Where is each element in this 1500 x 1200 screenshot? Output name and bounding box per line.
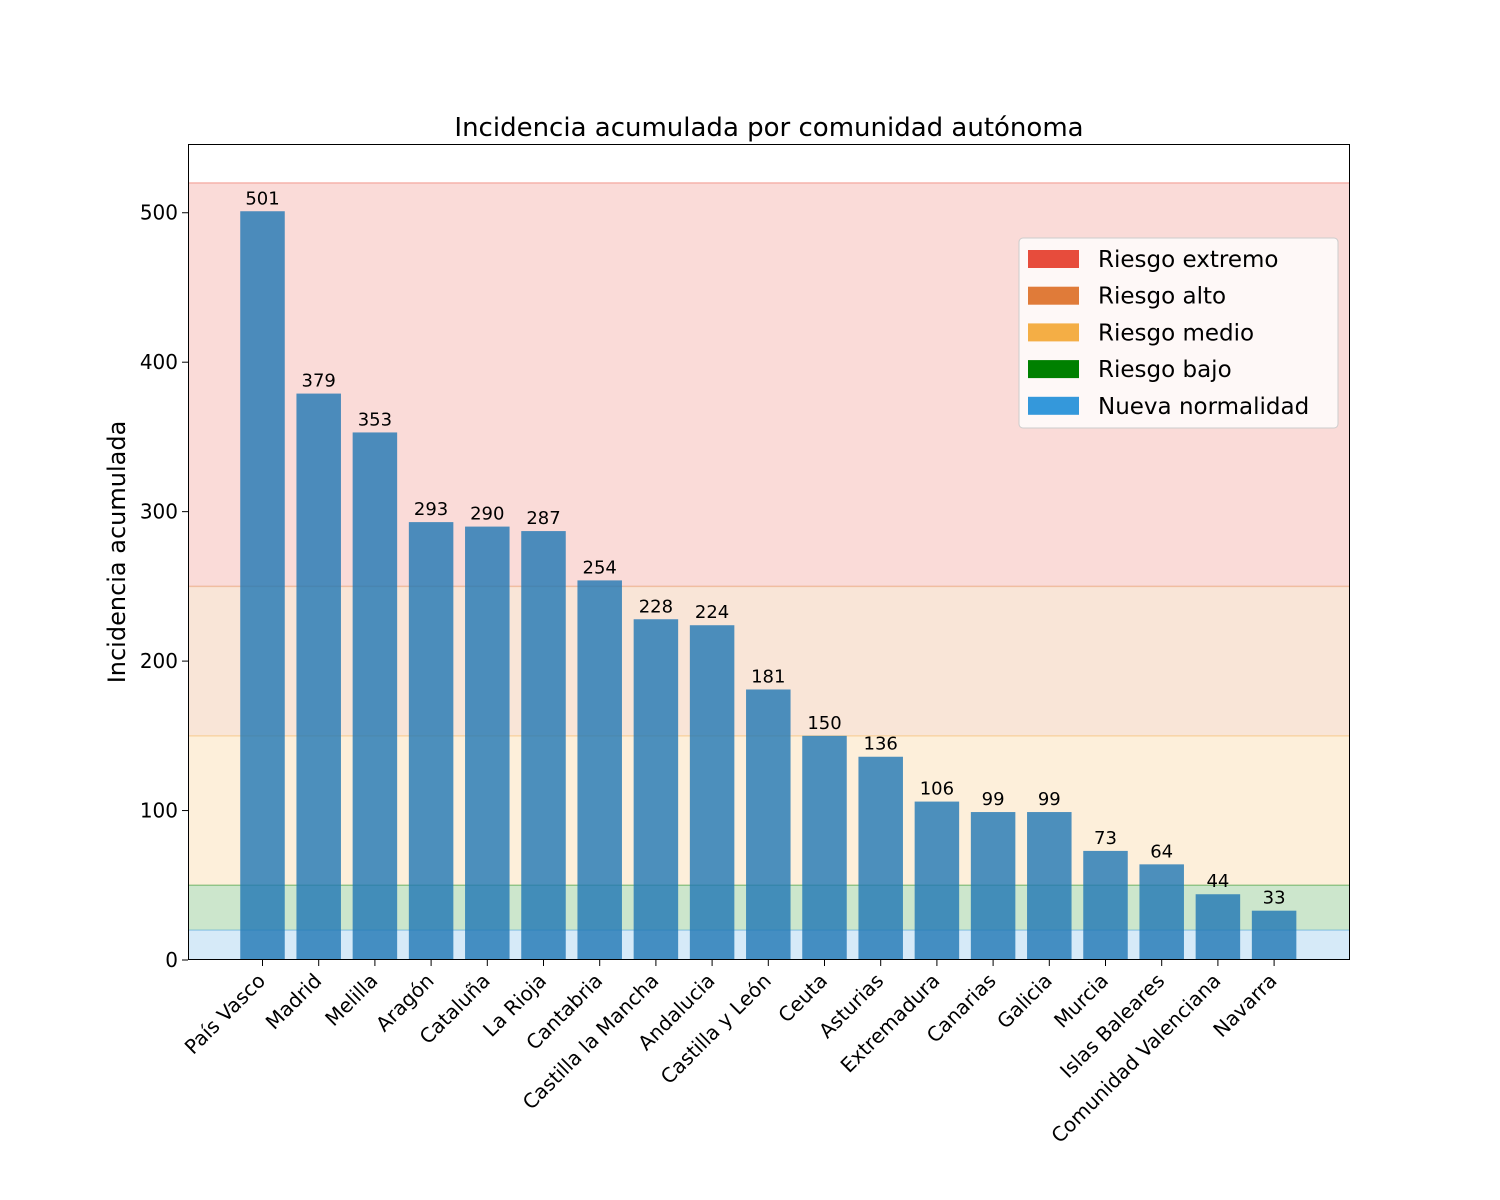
bar-ceuta [802, 735, 847, 960]
value-label-murcia: 73 [1094, 828, 1117, 849]
y-axis: 0 100 200 300 400 500 [140, 201, 188, 972]
chart-title: Incidencia acumulada por comunidad autón… [454, 113, 1083, 143]
value-label-cataluna: 290 [470, 504, 504, 525]
bar-pais-vasco [240, 211, 285, 960]
legend-label-riesgo-bajo: Riesgo bajo [1098, 357, 1232, 383]
legend: Riesgo extremo Riesgo alto Riesgo medio Rie… [1018, 237, 1339, 429]
value-label-pais-vasco: 501 [245, 188, 279, 209]
value-label-la-rioja: 287 [526, 508, 560, 529]
plot-frame [188, 144, 1350, 960]
legend-label-nueva-normalidad: Nueva normalidad [1098, 394, 1309, 420]
bar-extremadura [914, 801, 960, 960]
bar-cantabria [577, 580, 622, 960]
value-label-galicia: 99 [1038, 789, 1061, 810]
value-label-canarias: 99 [982, 789, 1005, 810]
bar-andalucia [689, 625, 735, 960]
bar-murcia [1083, 850, 1128, 960]
legend-label-riesgo-medio: Riesgo medio [1098, 320, 1254, 346]
y-tick-label: 500 [140, 201, 178, 225]
value-label-ceuta: 150 [807, 713, 841, 734]
bar-cataluna [465, 526, 510, 960]
bar-canarias [970, 812, 1016, 960]
bar-navarra [1251, 910, 1297, 960]
legend-swatch-riesgo-bajo [1028, 360, 1079, 379]
value-label-castilla-y-leon: 181 [751, 666, 785, 687]
value-label-extremadura: 106 [920, 779, 954, 800]
bar-castilla-y-leon [746, 689, 791, 960]
value-label-andalucia: 224 [695, 602, 729, 623]
bar-asturias [858, 756, 903, 960]
value-label-melilla: 353 [358, 409, 392, 430]
legend-frame [1018, 237, 1339, 429]
value-label-cantabria: 254 [583, 557, 617, 578]
y-tick-label: 100 [140, 799, 178, 823]
bar-melilla [352, 432, 398, 960]
y-axis-label: Incidencia acumulada [103, 421, 131, 684]
value-label-islas-baleares: 64 [1150, 841, 1173, 862]
bars [240, 211, 1297, 961]
x-tick-label-pais-vasco: País Vasco [180, 969, 270, 1059]
y-tick-label: 0 [165, 948, 178, 972]
value-label-navarra: 33 [1263, 888, 1286, 909]
bar-comunidad-valenciana [1195, 894, 1241, 960]
legend-label-riesgo-extremo: Riesgo extremo [1098, 247, 1278, 273]
value-label-comunidad-valenciana: 44 [1206, 871, 1229, 892]
legend-swatch-riesgo-extremo [1028, 250, 1079, 268]
value-label-asturias: 136 [864, 734, 898, 755]
x-tick-label-galicia: Galicia [992, 969, 1057, 1034]
bar-madrid [296, 393, 341, 961]
x-axis: País VascoMadridMelillaAragónCataluñaLa … [180, 960, 1282, 1148]
x-tick-label-madrid: Madrid [261, 969, 327, 1035]
value-label-aragon: 293 [414, 499, 448, 520]
y-tick-label: 400 [140, 350, 178, 374]
value-label-castilla-la-mancha: 228 [639, 596, 673, 617]
value-label-madrid: 379 [302, 371, 336, 392]
y-tick-label: 300 [140, 500, 178, 524]
bar-la-rioja [521, 531, 566, 960]
bar-aragon [408, 522, 454, 960]
bar-castilla-la-mancha [633, 619, 679, 960]
legend-swatch-nueva-normalidad [1028, 396, 1079, 415]
legend-swatch-riesgo-alto [1028, 286, 1079, 305]
bar-islas-baleares [1139, 864, 1184, 960]
legend-swatch-riesgo-medio [1028, 323, 1079, 342]
y-tick-label: 200 [140, 649, 178, 673]
legend-label-riesgo-alto: Riesgo alto [1098, 284, 1226, 310]
value-labels: 501 379 353 293 290 287 254 228 224 181 150 136 106 9… [245, 188, 1285, 908]
bar-galicia [1027, 812, 1072, 960]
